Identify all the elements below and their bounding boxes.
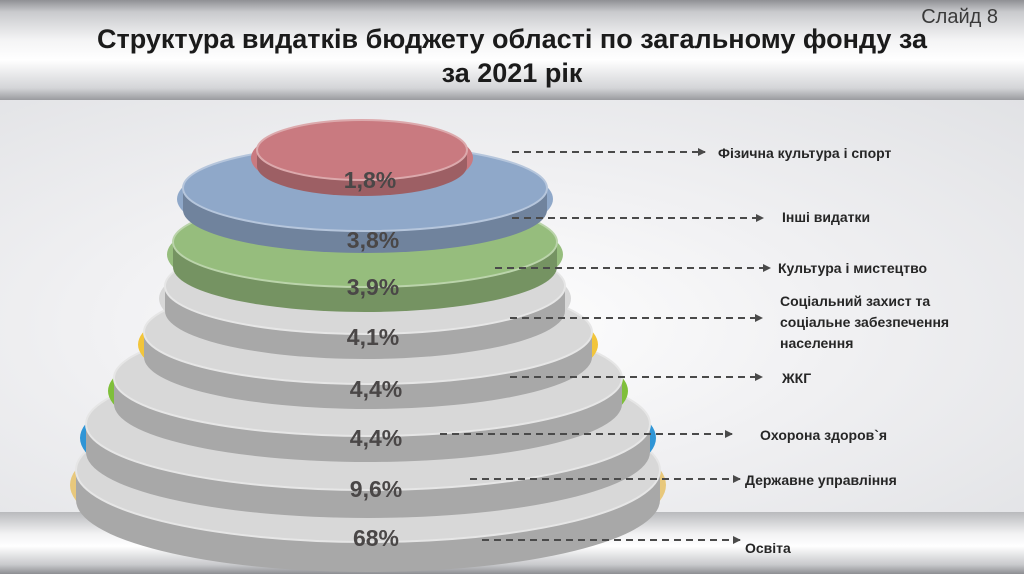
- slide-title: Структура видатків бюджету області по за…: [30, 22, 994, 90]
- title-band: [0, 0, 1024, 100]
- disc-top: [256, 119, 468, 181]
- value-label: 3,8%: [347, 227, 399, 253]
- value-label: 1,8%: [344, 167, 396, 193]
- value-label: 9,6%: [350, 476, 402, 502]
- value-label: 4,4%: [350, 425, 402, 451]
- slide-title-line-1: Структура видатків бюджету області по за…: [96, 24, 928, 54]
- value-label: 68%: [353, 525, 399, 551]
- value-label: 3,9%: [347, 274, 399, 300]
- slide-title-line-2: за 2021 рік: [441, 58, 583, 88]
- disc-tier: [251, 119, 473, 196]
- slide-number-label: Слайд 8: [921, 6, 998, 28]
- category-label: Інші видатки: [782, 209, 870, 225]
- value-label: 4,4%: [350, 376, 402, 402]
- category-label: Культура і мистецтво: [778, 260, 927, 276]
- category-label: Соціальний захист та соціальне забезпечен…: [780, 293, 949, 351]
- category-label: Фізична культура і спорт: [718, 145, 892, 161]
- category-label: Освіта: [745, 540, 791, 556]
- category-label: ЖКГ: [781, 370, 811, 386]
- category-label: Державне управління: [745, 472, 897, 488]
- category-label: Охорона здоров`я: [760, 427, 887, 443]
- value-label: 4,1%: [347, 324, 399, 350]
